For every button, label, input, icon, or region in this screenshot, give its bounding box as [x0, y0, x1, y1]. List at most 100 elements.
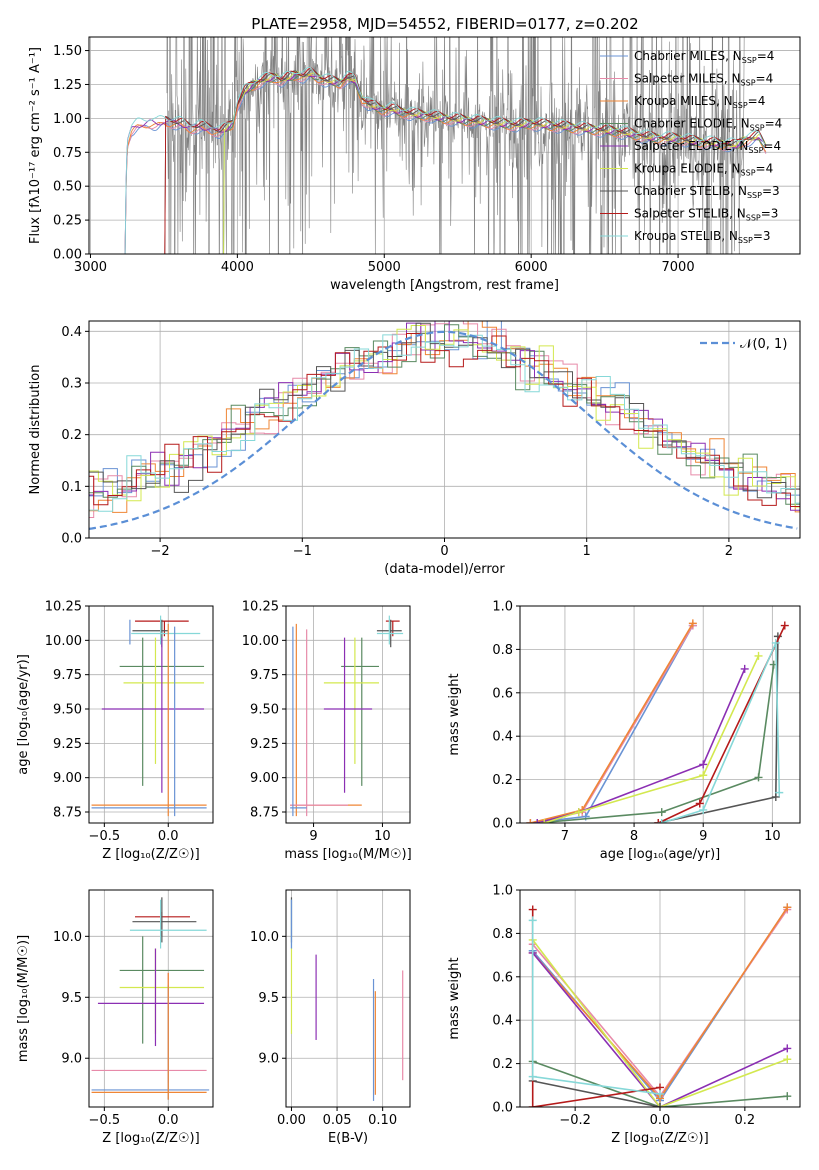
y-tick-label: 10.0: [250, 930, 279, 945]
y-tick-label: 1.25: [53, 78, 82, 93]
residuals-legend: 𝒩(0, 1): [700, 337, 787, 352]
weight-line-chabrier-stelib: [532, 1080, 661, 1107]
legend-label-subscript: SSP: [738, 236, 753, 245]
weight-marker: [528, 916, 537, 925]
x-tick-label: 1: [583, 544, 591, 559]
x-tick-label: 7000: [662, 260, 695, 275]
x-tick-label: 0.00: [277, 1113, 306, 1128]
legend-label-subscript: SSP: [746, 214, 761, 223]
weight-marker: [528, 905, 537, 914]
axes-frame: [285, 605, 411, 824]
x-axis-label: age [log₁₀(age/yr)]: [600, 847, 721, 862]
legend-label-subscript: SSP: [742, 56, 757, 65]
legend-label-tail: =3: [761, 207, 779, 221]
x-axis-label: (data-model)/error: [384, 562, 505, 577]
histogram-chabrier-elodie: [89, 324, 800, 508]
y-tick-label: 0.75: [53, 146, 82, 161]
y-tick-label: 10.00: [242, 634, 279, 649]
y-tick-label: 0.4: [492, 730, 513, 745]
legend-label-text: Salpeter STELIB, N: [634, 207, 746, 221]
legend-label-tail: =4: [756, 72, 774, 86]
weight-line-kroupa-elodie: [543, 655, 760, 823]
histogram-kroupa-elodie: [89, 325, 800, 508]
x-axis-label: Z [log₁₀(Z/Z☉)]: [102, 1131, 199, 1146]
y-axis-label: Normed distribution: [28, 365, 43, 495]
age_vs_Z-frame: −0.5 0.0 8.75 9.00 9.25 9.50 9.75 10.00 10.25 Z […: [16, 600, 214, 862]
x-tick-label: 9: [699, 829, 707, 844]
x-tick-label: 10: [374, 829, 391, 844]
x-tick-label: 8: [630, 829, 638, 844]
y-tick-label: 1.0: [492, 884, 513, 899]
mass_vs_Z-frame: −0.5 0.0 9.0 9.5 10.0 Z [log₁₀(Z/Z☉)] mass [lo…: [16, 889, 214, 1146]
y-tick-label: 0.6: [492, 970, 513, 985]
age_vs_mass-frame: 9 10 8.75 9.00 9.25 9.50 9.75 10.00 10.25 mass [l…: [242, 600, 412, 863]
y-tick-label: 0.6: [492, 686, 513, 701]
y-tick-label: 1.50: [53, 44, 82, 59]
x-tick-label: −0.5: [89, 829, 121, 844]
spectrum-frame: 3000 4000 5000 6000 7000 0.00 0.25 0.50 0.75 1.00…: [28, 36, 801, 293]
x-axis-label: Z [log₁₀(Z/Z☉)]: [102, 847, 199, 862]
y-tick-label: 10.25: [242, 600, 279, 615]
weight-marker: [699, 771, 708, 780]
weight-marker: [699, 760, 708, 769]
weight-line-chabrier-miles: [530, 625, 694, 823]
y-axis-label: age [log₁₀(age/yr)]: [16, 654, 31, 775]
y-tick-label: 0.0: [61, 532, 82, 547]
weight-line-salpeter-elodie: [532, 952, 788, 1107]
y-tick-label: 10.25: [45, 600, 82, 615]
spectrum-plot: [124, 37, 767, 254]
y-tick-label: 1.00: [53, 112, 82, 127]
legend-label: Chabrier ELODIE, NSSP=4: [634, 117, 782, 133]
x-tick-label: 0: [440, 544, 448, 559]
x-tick-label: 0.0: [650, 1113, 671, 1128]
normal-curve: [89, 330, 798, 530]
legend-label-subscript: SSP: [741, 169, 756, 178]
y-axis-label: Flux [fλ10⁻¹⁷ erg cm⁻² s⁻¹ A⁻¹]: [28, 47, 43, 244]
x-tick-label: 10: [764, 829, 781, 844]
legend-label-text: Kroupa MILES, N: [634, 94, 733, 108]
legend-label: Kroupa MILES, NSSP=4: [634, 94, 765, 110]
x-axis-label: mass [log₁₀(M/M☉)]: [284, 847, 411, 862]
weight-marker: [783, 1092, 792, 1101]
x-tick-label: 3000: [74, 260, 107, 275]
x-tick-label: 4000: [221, 260, 254, 275]
weight_vs_age-axes: [520, 605, 800, 824]
legend-label: Chabrier MILES, NSSP=4: [634, 49, 774, 65]
y-tick-label: 9.00: [250, 771, 279, 786]
legend-label-text: Salpeter MILES, N: [634, 72, 741, 86]
legend-label-tail: =3: [753, 229, 771, 243]
axes-frame: [88, 889, 214, 1108]
x-axis-label: wavelength [Angstrom, rest frame]: [330, 278, 559, 293]
legend-label-tail: =4: [757, 49, 775, 63]
axes-frame: [285, 889, 411, 1108]
weight-marker: [528, 1072, 537, 1081]
y-tick-label: 0.50: [53, 180, 82, 195]
weight_vs_Z-axes: [520, 889, 800, 1108]
mass_vs_ebv-plot: [290, 897, 404, 1101]
legend-label-subscript: SSP: [741, 79, 756, 88]
mass_vs_Z-plot: [91, 897, 210, 1100]
y-axis-label: mass [log₁₀(M/M☉)]: [16, 935, 31, 1062]
y-tick-label: 0.1: [61, 480, 82, 495]
weight-marker: [528, 1103, 537, 1107]
y-tick-label: 0.4: [61, 325, 82, 340]
weight-marker: [771, 638, 780, 647]
legend-label-text: Kroupa ELODIE, N: [634, 162, 741, 176]
legend-label-text: Chabrier ELODIE, N: [634, 117, 750, 131]
model-line-chabrier-stelib: [163, 69, 767, 254]
y-tick-label: 9.50: [250, 703, 279, 718]
x-axis-label: Z [log₁₀(Z/Z☉)]: [611, 1131, 708, 1146]
chart-layer: 3000 4000 5000 6000 70000.000.250.500.751.00…: [16, 36, 801, 1146]
figure-title: PLATE=2958, MJD=54552, FIBERID=0177, z=0…: [251, 15, 638, 33]
y-tick-label: 9.0: [61, 1052, 82, 1067]
y-axis-label: mass weight: [447, 957, 462, 1039]
histogram-kroupa-miles: [89, 321, 800, 513]
weight-marker: [783, 903, 792, 912]
x-tick-label: 0.05: [323, 1113, 352, 1128]
weight-marker: [657, 808, 666, 817]
weight_vs_Z-frame: −0.2 0.0 0.2 0.0 0.2 0.4 0.6 0.8 1.0 Z [log₁₀(Z/Z…: [447, 884, 801, 1146]
mass_vs_ebv-axes: [286, 890, 410, 1107]
weight_vs_age-plot: [526, 619, 789, 823]
legend-label: Salpeter STELIB, NSSP=3: [634, 207, 778, 223]
